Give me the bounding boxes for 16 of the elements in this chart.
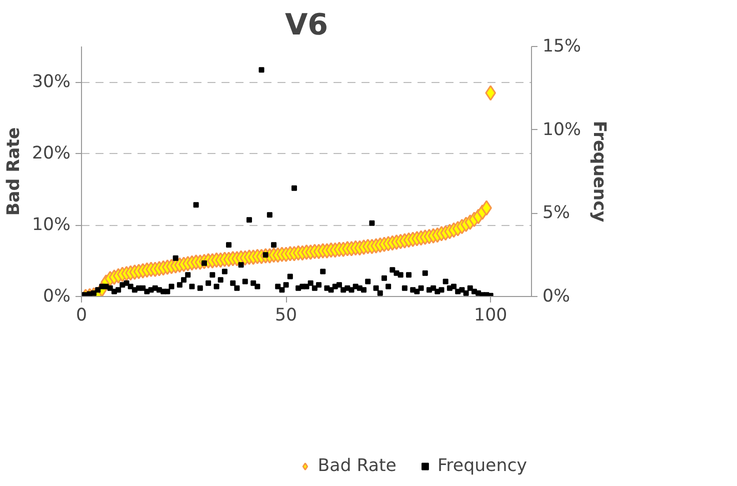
x-tick-label: 100 <box>474 306 508 326</box>
y2-tick-label: 5% <box>542 203 570 224</box>
y-tick-label: 30% <box>32 72 70 92</box>
chart-title: V6 <box>284 8 328 42</box>
y-tick-label: 10% <box>32 215 70 236</box>
y-tick-label: 0% <box>43 286 71 306</box>
y2-axis-title: Frequency <box>589 120 610 222</box>
y-axis-title: Bad Rate <box>4 127 24 216</box>
x-tick-label: 0 <box>76 306 88 326</box>
legend-label: Frequency <box>437 456 527 476</box>
y2-tick-label: 0% <box>542 286 570 306</box>
y-tick-label: 20% <box>32 144 70 164</box>
legend-label: Bad Rate <box>318 456 396 476</box>
y2-tick-label: 10% <box>542 120 582 140</box>
x-tick-label: 50 <box>275 306 298 326</box>
y2-tick-label: 15% <box>542 36 582 56</box>
